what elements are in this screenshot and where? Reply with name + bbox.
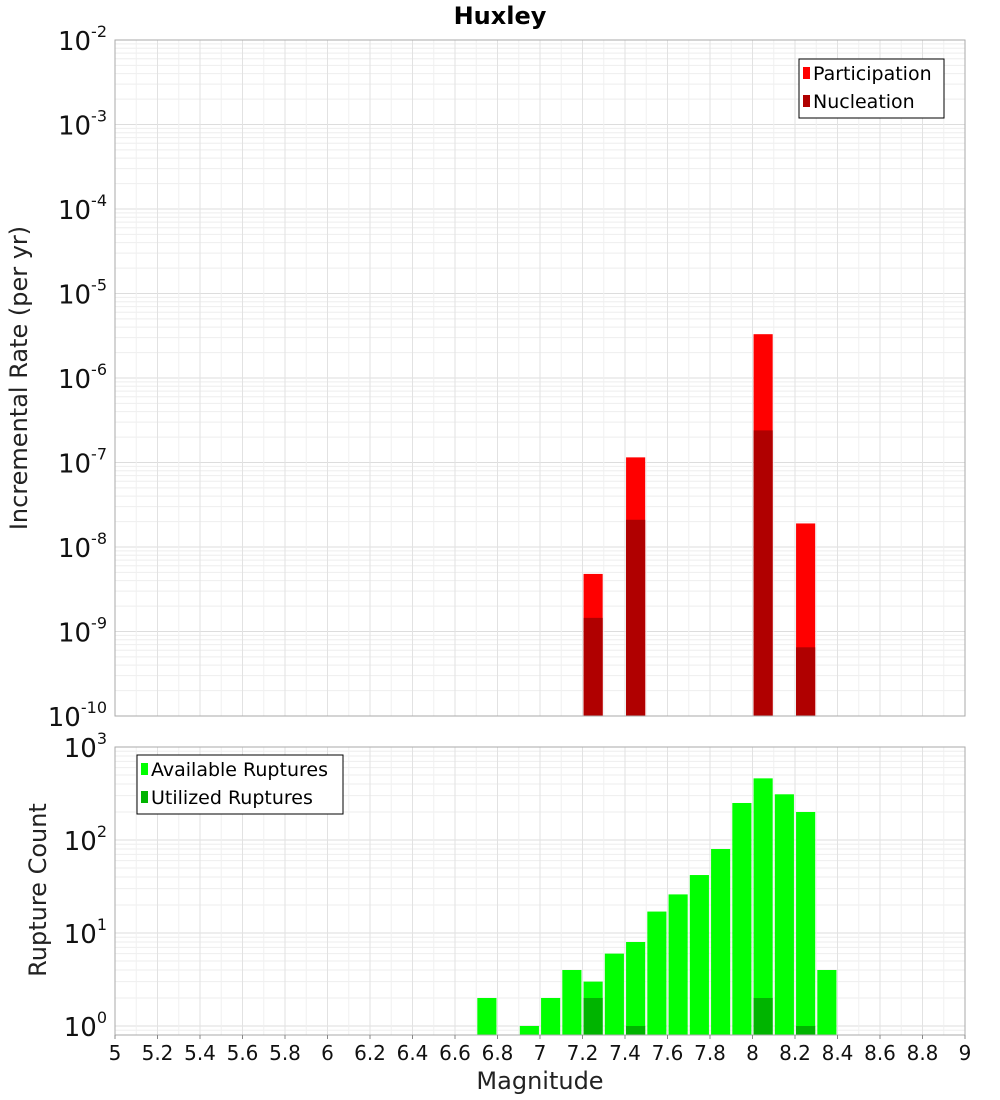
y-tick-label: 10-5 bbox=[58, 276, 107, 311]
y-tick-label: 10-4 bbox=[58, 191, 107, 226]
x-tick-label: 5.4 bbox=[184, 1041, 216, 1065]
x-tick-label: 7.4 bbox=[609, 1041, 641, 1065]
legend-box bbox=[136, 754, 344, 815]
rate-panel: 10-10 10-9 10-8 10-7 10-6 10-5 10-4 10-3 10-2 Par… bbox=[48, 22, 966, 733]
y-axis-label-count: Rupture Count bbox=[24, 803, 52, 977]
bar-nucleation bbox=[626, 519, 646, 716]
x-tick-label: 5.2 bbox=[142, 1041, 174, 1065]
y-tick-label: 10-6 bbox=[58, 360, 107, 395]
x-tick-label: 8.8 bbox=[907, 1041, 939, 1065]
bar-nucleation bbox=[753, 430, 773, 716]
x-tick-label: 8.6 bbox=[864, 1041, 896, 1065]
x-axis-label: Magnitude bbox=[476, 1067, 603, 1095]
y-tick-label: 10-8 bbox=[58, 529, 107, 564]
x-tick-label: 6.6 bbox=[439, 1041, 471, 1065]
bar-nucleation bbox=[796, 647, 816, 716]
x-tick-label: 6 bbox=[321, 1041, 334, 1065]
bar-available-ruptures bbox=[796, 812, 816, 1035]
legend-swatch bbox=[803, 95, 810, 107]
y-tick-label: 101 bbox=[64, 915, 107, 950]
bar-available-ruptures bbox=[732, 802, 752, 1035]
y-tick-label: 10-2 bbox=[58, 22, 107, 57]
x-tick-label: 6.8 bbox=[482, 1041, 514, 1065]
x-tick-label: 7 bbox=[534, 1041, 547, 1065]
x-tick-label: 7.2 bbox=[567, 1041, 599, 1065]
x-tick-label: 9 bbox=[959, 1041, 972, 1065]
y-tick-labels: 100 101 102 103 bbox=[64, 729, 107, 1043]
legend-swatch bbox=[141, 791, 148, 803]
legend-label: Available Ruptures bbox=[151, 759, 328, 781]
x-tick-label: 8.2 bbox=[779, 1041, 811, 1065]
legend-label: Participation bbox=[813, 63, 932, 85]
legend-swatch bbox=[803, 67, 810, 79]
legend: Participation Nucleation bbox=[798, 58, 945, 119]
y-tick-label: 10-9 bbox=[58, 614, 107, 649]
bars bbox=[477, 778, 837, 1035]
y-axis-label-rate: Incremental Rate (per yr) bbox=[5, 226, 33, 530]
x-tick-label: 7.6 bbox=[652, 1041, 684, 1065]
y-tick-label: 102 bbox=[64, 822, 107, 857]
y-tick-label: 103 bbox=[64, 729, 107, 764]
bar-nucleation bbox=[583, 617, 603, 716]
x-tick-label: 5.6 bbox=[227, 1041, 259, 1065]
bar-available-ruptures bbox=[711, 849, 731, 1035]
plot-frame bbox=[114, 39, 966, 717]
bar-available-ruptures bbox=[774, 794, 794, 1035]
legend-box bbox=[798, 58, 945, 119]
x-tick-labels: 5 5.2 5.4 5.6 5.8 6 6.2 6.4 6.6 6.8 7 7.2 7.4 7.6 7.8 8… bbox=[109, 1035, 972, 1065]
x-tick-label: 6.4 bbox=[397, 1041, 429, 1065]
bar-available-ruptures bbox=[519, 1025, 539, 1035]
y-tick-label: 100 bbox=[64, 1008, 107, 1043]
bar-available-ruptures bbox=[689, 875, 709, 1035]
count-panel: 100 101 102 103 Available Ruptures Utilized R… bbox=[64, 729, 972, 1065]
x-tick-label: 7.8 bbox=[694, 1041, 726, 1065]
legend-swatch bbox=[141, 763, 148, 775]
bars bbox=[583, 334, 816, 716]
legend-label: Utilized Ruptures bbox=[151, 787, 313, 809]
x-tick-label: 6.2 bbox=[354, 1041, 386, 1065]
bar-utilized-ruptures bbox=[796, 1025, 816, 1035]
y-tick-label: 10-3 bbox=[58, 107, 107, 142]
bar-available-ruptures bbox=[753, 778, 773, 1035]
y-tick-labels: 10-10 10-9 10-8 10-7 10-6 10-5 10-4 10-3 10-2 bbox=[48, 22, 107, 733]
legend: Available Ruptures Utilized Ruptures bbox=[136, 754, 344, 815]
bar-available-ruptures bbox=[626, 942, 646, 1035]
bar-available-ruptures bbox=[562, 969, 582, 1035]
y-tick-label: 10-7 bbox=[58, 445, 107, 480]
bar-available-ruptures bbox=[477, 997, 497, 1035]
x-tick-label: 8.4 bbox=[822, 1041, 854, 1065]
bar-utilized-ruptures bbox=[583, 997, 603, 1035]
grid-lines bbox=[114, 39, 966, 717]
x-tick-label: 5.8 bbox=[269, 1041, 301, 1065]
x-tick-label: 8 bbox=[746, 1041, 759, 1065]
y-tick-label: 10-10 bbox=[48, 698, 107, 733]
legend-label: Nucleation bbox=[813, 91, 915, 113]
bar-available-ruptures bbox=[817, 969, 837, 1035]
chart-title: Huxley bbox=[454, 2, 547, 30]
bar-available-ruptures bbox=[541, 997, 561, 1035]
bar-available-ruptures bbox=[647, 911, 667, 1035]
bar-utilized-ruptures bbox=[626, 1025, 646, 1035]
bar-available-ruptures bbox=[668, 894, 688, 1035]
x-tick-label: 5 bbox=[109, 1041, 122, 1065]
bar-available-ruptures bbox=[604, 953, 624, 1035]
bar-utilized-ruptures bbox=[753, 997, 773, 1035]
